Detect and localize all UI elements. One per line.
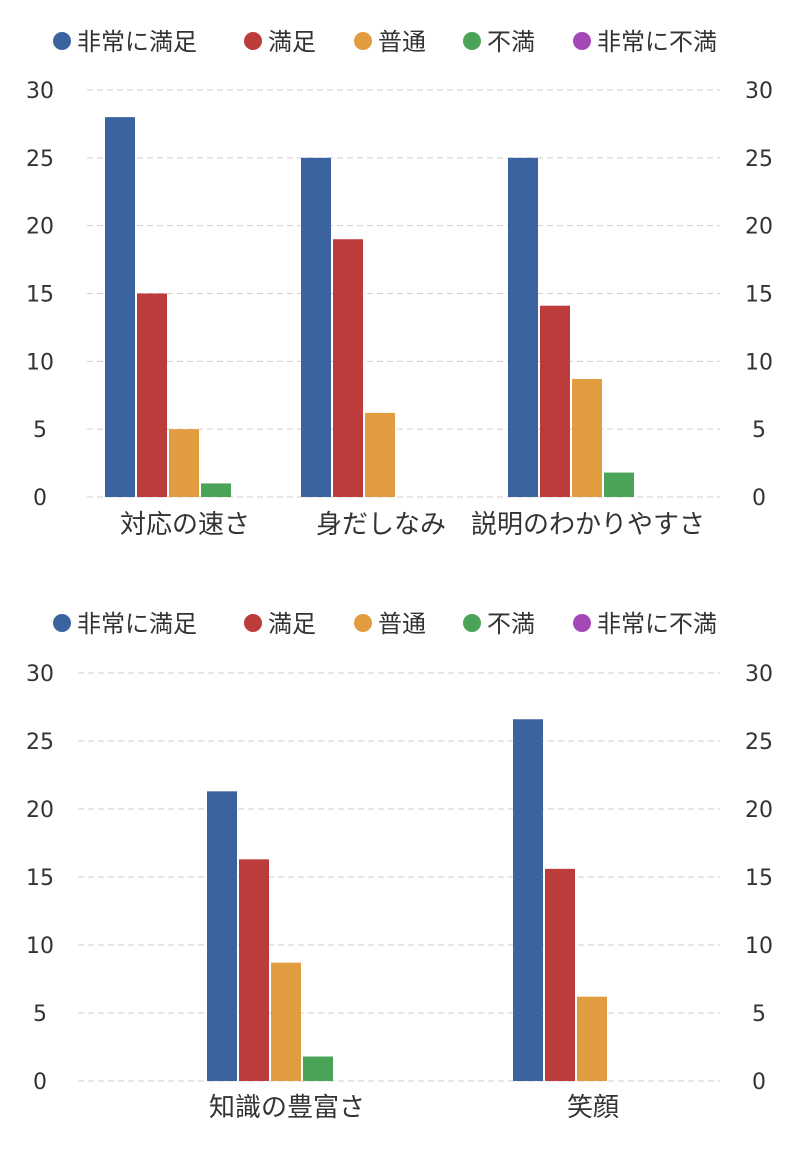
chart-2: 非常に満足 満足 普通 不満 非常に不満 0 5 10 15 20 25 30 0 5 10 15 20 25 30…: [26, 610, 773, 1123]
y-tick-label: 15: [26, 866, 54, 891]
legend-marker: [53, 614, 71, 632]
category-label: 対応の速さ: [120, 510, 250, 540]
y-tick-label: 25: [26, 730, 54, 755]
legend-label: 非常に不満: [597, 610, 717, 638]
bar: [540, 305, 570, 497]
legend-label: 不満: [487, 610, 535, 638]
legend-marker: [53, 32, 71, 50]
y-tick-label: 25: [26, 147, 54, 172]
y2-tick-label: 5: [752, 1002, 766, 1027]
bar: [207, 791, 237, 1081]
legend-marker: [573, 614, 591, 632]
legend: 非常に満足 満足 普通 不満 非常に不満: [53, 28, 717, 56]
bar: [604, 472, 634, 497]
bar: [169, 429, 199, 497]
category-label: 身だしなみ: [316, 510, 446, 540]
y2-tick-label: 10: [745, 350, 773, 375]
y2-tick-label: 25: [745, 730, 773, 755]
y-tick-label: 5: [33, 418, 47, 443]
y2-tick-label: 0: [752, 1070, 766, 1095]
category-label: 知識の豊富さ: [209, 1093, 365, 1123]
y2-tick-label: 25: [745, 147, 773, 172]
legend: 非常に満足 満足 普通 不満 非常に不満: [53, 610, 717, 638]
bar: [508, 157, 538, 498]
legend-marker: [354, 32, 372, 50]
legend-label: 不満: [487, 28, 535, 56]
bar: [572, 378, 602, 497]
category-label: 説明のわかりやすさ: [471, 510, 705, 540]
bar: [239, 859, 269, 1081]
legend-marker: [244, 614, 262, 632]
legend-label: 満足: [268, 610, 316, 638]
y2-tick-label: 15: [745, 866, 773, 891]
legend-label: 非常に満足: [77, 28, 197, 56]
y2-tick-label: 30: [745, 79, 773, 104]
bar: [105, 117, 135, 497]
legend-marker: [463, 614, 481, 632]
y2-tick-label: 15: [745, 283, 773, 308]
y2-tick-label: 20: [745, 215, 773, 240]
legend-label: 非常に不満: [597, 28, 717, 56]
bar: [333, 239, 363, 497]
bar: [271, 962, 301, 1081]
y-tick-label: 15: [26, 283, 54, 308]
bar: [577, 996, 607, 1081]
category-label: 笑顔: [567, 1093, 619, 1123]
y-tick-label: 0: [33, 1070, 47, 1095]
legend-label: 満足: [268, 28, 316, 56]
bar: [301, 157, 331, 498]
legend-marker: [573, 32, 591, 50]
chart-1: 非常に満足 満足 普通 不満 非常に不満 0 5 10 15 20 25 30 0 5 10 15 20 25 30…: [26, 28, 773, 540]
bar: [365, 412, 395, 497]
y2-tick-label: 0: [752, 486, 766, 511]
legend-label: 普通: [378, 610, 426, 638]
legend-label: 非常に満足: [77, 610, 197, 638]
legend-marker: [244, 32, 262, 50]
y-tick-label: 20: [26, 798, 54, 823]
y2-tick-label: 20: [745, 798, 773, 823]
legend-marker: [463, 32, 481, 50]
bar: [545, 868, 575, 1081]
bar: [303, 1056, 333, 1081]
y2-tick-label: 10: [745, 934, 773, 959]
y2-tick-label: 30: [745, 662, 773, 687]
bar: [513, 719, 543, 1081]
y-tick-label: 0: [33, 486, 47, 511]
legend-marker: [354, 614, 372, 632]
bar: [137, 293, 167, 497]
y-tick-label: 30: [26, 79, 54, 104]
legend-label: 普通: [378, 28, 426, 56]
y-tick-label: 20: [26, 215, 54, 240]
bar: [201, 483, 231, 497]
y-tick-label: 30: [26, 662, 54, 687]
y-tick-label: 10: [26, 350, 54, 375]
y2-tick-label: 5: [752, 418, 766, 443]
y-tick-label: 5: [33, 1002, 47, 1027]
y-tick-label: 10: [26, 934, 54, 959]
